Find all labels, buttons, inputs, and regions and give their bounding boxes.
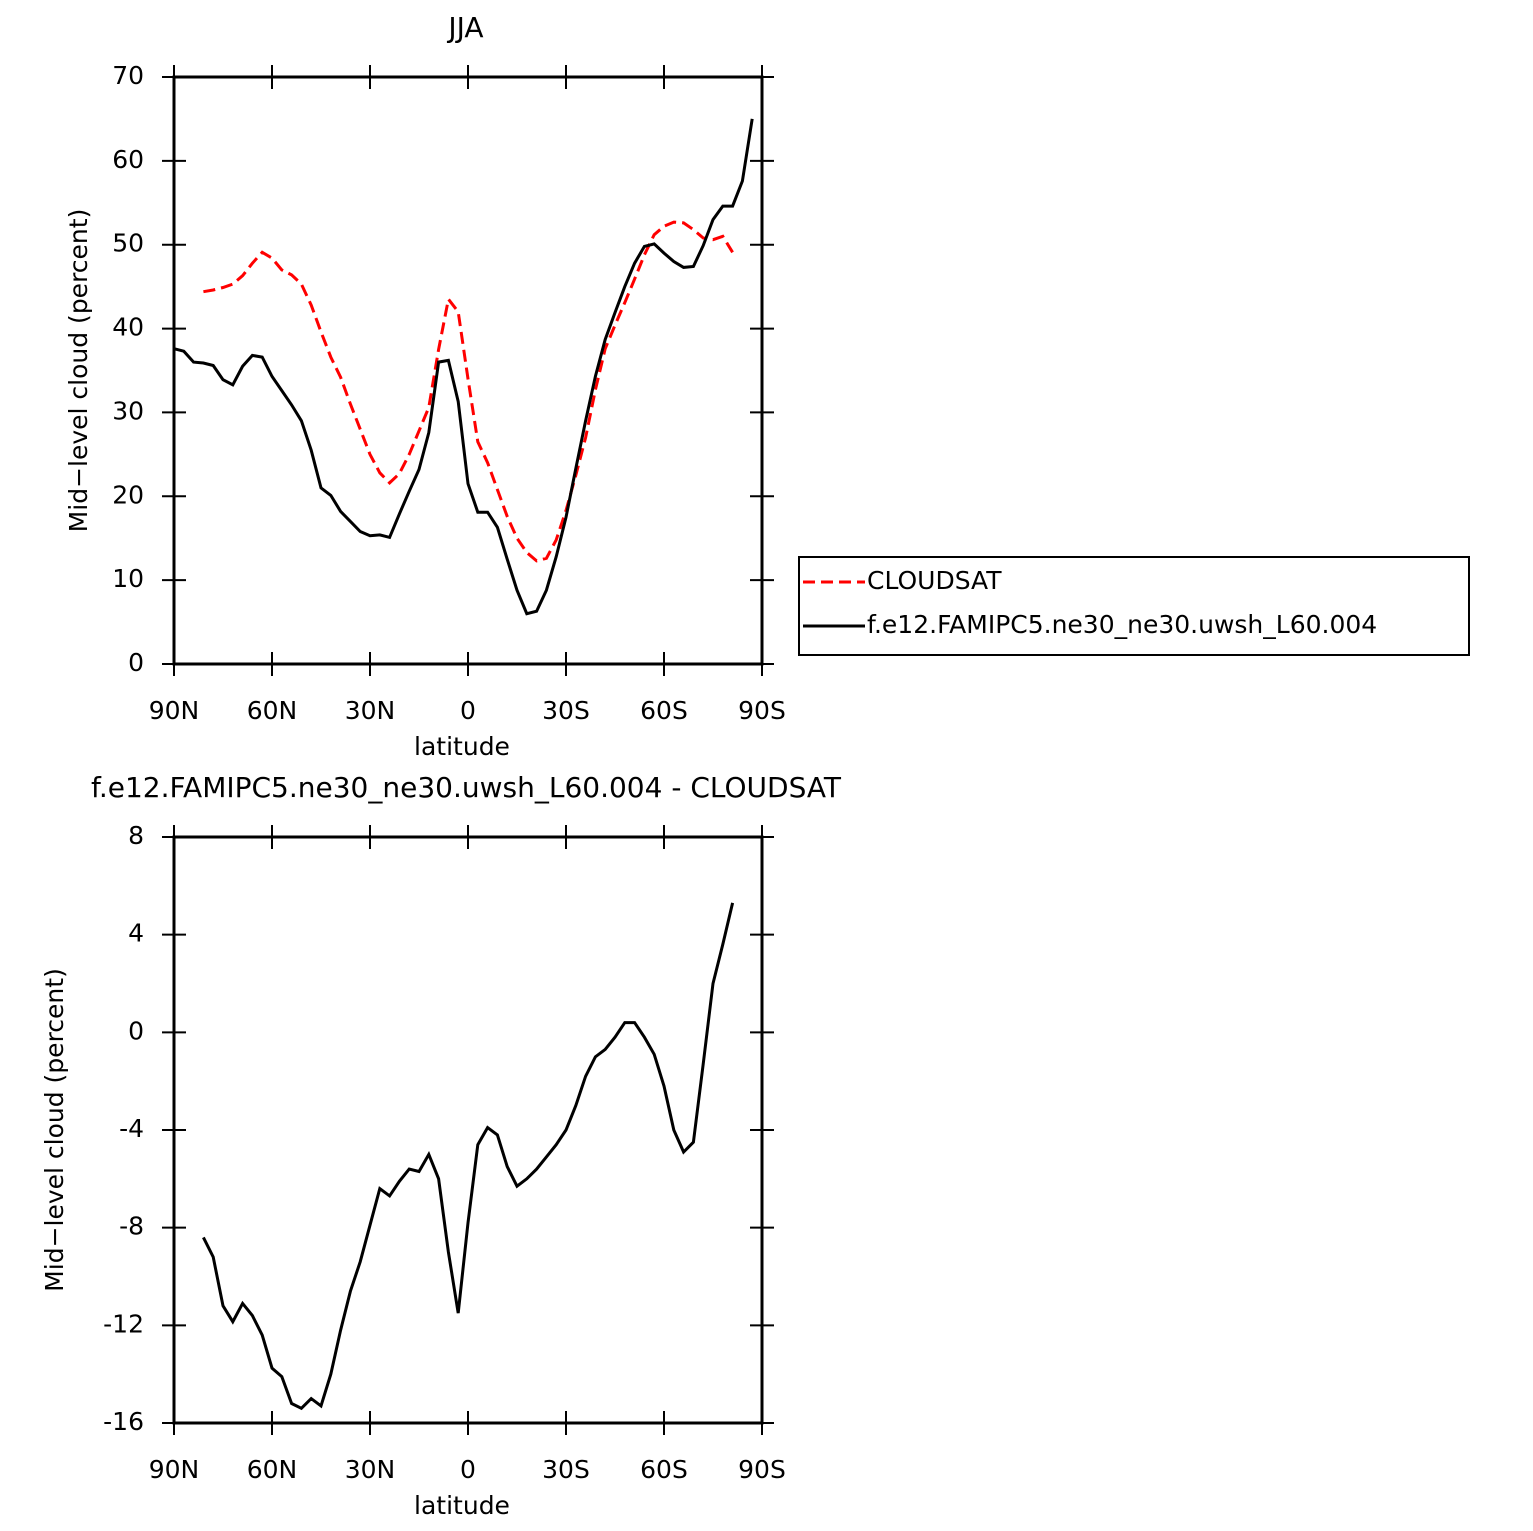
y-tick-label: 4: [128, 919, 144, 948]
y-axis-label: Mid−level cloud (percent): [64, 209, 93, 533]
y-tick-label: 8: [128, 821, 144, 850]
x-tick-label: 60S: [640, 696, 688, 725]
x-tick-label: 90N: [149, 696, 200, 725]
x-axis-label: latitude: [414, 732, 510, 761]
y-tick-label: 0: [128, 1016, 144, 1045]
y-tick-label: -16: [103, 1407, 144, 1436]
x-axis-label: latitude: [414, 1491, 510, 1520]
x-tick-label: 30N: [345, 1455, 396, 1484]
data-line: [173, 118, 754, 616]
x-tick-label: 30S: [542, 696, 590, 725]
x-tick-label: 0: [460, 1455, 476, 1484]
y-tick-label: 70: [112, 61, 144, 90]
y-tick-label: 50: [112, 229, 144, 258]
y-tick-label: -12: [103, 1309, 144, 1338]
y-axis-label: Mid−level cloud (percent): [40, 968, 69, 1292]
legend-box: [798, 556, 1470, 656]
x-tick-label: 60N: [247, 1455, 298, 1484]
y-tick-label: 60: [112, 145, 144, 174]
x-tick-label: 90N: [149, 1455, 200, 1484]
x-tick-label: 0: [460, 696, 476, 725]
y-tick-label: 30: [112, 396, 144, 425]
y-tick-label: 40: [112, 313, 144, 342]
x-tick-label: 30N: [345, 696, 396, 725]
y-tick-label: 10: [112, 564, 144, 593]
legend-label: CLOUDSAT: [867, 566, 1002, 595]
data-line: [203, 220, 734, 563]
x-tick-label: 60N: [247, 696, 298, 725]
x-tick-label: 90S: [738, 696, 786, 725]
y-tick-label: -8: [119, 1212, 144, 1241]
data-line: [202, 902, 735, 1411]
x-tick-label: 90S: [738, 1455, 786, 1484]
y-tick-label: 0: [128, 648, 144, 677]
x-tick-label: 30S: [542, 1455, 590, 1484]
chart-title: f.e12.FAMIPC5.ne30_ne30.uwsh_L60.004 - C…: [91, 771, 842, 804]
y-tick-label: -4: [119, 1114, 144, 1143]
y-tick-label: 20: [112, 480, 144, 509]
chart-title: JJA: [446, 11, 483, 44]
legend-label: f.e12.FAMIPC5.ne30_ne30.uwsh_L60.004: [867, 610, 1377, 639]
x-tick-label: 60S: [640, 1455, 688, 1484]
